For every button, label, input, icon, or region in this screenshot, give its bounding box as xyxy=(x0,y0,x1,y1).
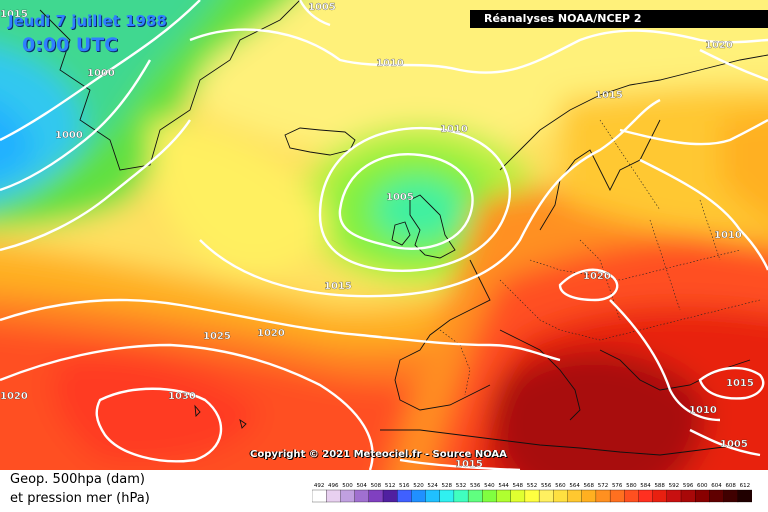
map-time: 0:00 UTC xyxy=(22,34,119,56)
scale-tick-label: 572 xyxy=(598,483,609,489)
scale-swatch xyxy=(652,489,668,503)
scale-tick-label: 512 xyxy=(385,483,396,489)
isobars xyxy=(0,0,768,470)
color-scale: 492 496 500 504 508 512 516 520 524 528 532 536 540 5… xyxy=(312,483,752,503)
scale-swatch xyxy=(411,489,427,503)
scale-swatch xyxy=(425,489,441,503)
scale-tick-label: 600 xyxy=(697,483,708,489)
scale-swatch xyxy=(354,489,370,503)
scale-tick-label: 492 xyxy=(314,483,325,489)
isobar-label: 1015 xyxy=(455,459,483,470)
isobar-label: 1020 xyxy=(257,328,285,339)
scale-swatch xyxy=(397,489,412,503)
legend-title-pressure: et pression mer (hPa) xyxy=(10,491,150,506)
scale-tick-label: 588 xyxy=(654,483,665,489)
isobar-label: 1000 xyxy=(55,130,83,141)
isobar-label: 1005 xyxy=(720,439,748,450)
scale-swatch xyxy=(482,489,497,503)
copyright-notice: Copyright © 2021 Meteociel.fr - Source N… xyxy=(250,449,507,460)
scale-tick-label: 612 xyxy=(740,483,751,489)
isobar-label: 1015 xyxy=(324,281,352,292)
isobar-label: 1015 xyxy=(595,90,623,101)
scale-tick-label: 556 xyxy=(541,483,552,489)
scale-swatch xyxy=(695,489,710,503)
source-banner: Réanalyses NOAA/NCEP 2 xyxy=(470,10,768,28)
scale-tick-label: 568 xyxy=(584,483,595,489)
scale-tick-label: 608 xyxy=(725,483,736,489)
isobar-label: 1020 xyxy=(705,40,733,51)
scale-swatch xyxy=(340,489,356,503)
country-borders xyxy=(439,119,761,396)
geopotential-color-field xyxy=(0,0,768,470)
scale-tick-label: 500 xyxy=(342,483,353,489)
scale-swatch xyxy=(524,489,540,503)
scale-swatch xyxy=(453,489,469,503)
scale-tick-label: 504 xyxy=(356,483,367,489)
scale-tick-label: 548 xyxy=(513,483,524,489)
scale-swatch xyxy=(737,489,752,503)
scale-tick-label: 564 xyxy=(569,483,580,489)
scale-swatch xyxy=(723,489,739,503)
scale-swatch xyxy=(638,489,654,503)
isobar-label: 1020 xyxy=(583,271,611,282)
scale-swatch xyxy=(382,489,398,503)
isobar-label: 1025 xyxy=(203,331,231,342)
scale-swatch xyxy=(496,489,512,503)
scale-swatch xyxy=(326,489,341,503)
scale-tick-label: 540 xyxy=(484,483,495,489)
scale-tick-label: 496 xyxy=(328,483,339,489)
isobar-label: 1015 xyxy=(0,9,28,20)
isobar-label: 1020 xyxy=(0,391,28,402)
scale-swatch xyxy=(581,489,597,503)
isobar-label: 1015 xyxy=(726,378,754,389)
scale-tick-label: 552 xyxy=(527,483,538,489)
scale-tick-label: 596 xyxy=(683,483,694,489)
scale-tick-label: 584 xyxy=(640,483,651,489)
scale-tick-label: 592 xyxy=(669,483,680,489)
scale-swatch xyxy=(567,489,583,503)
scale-swatch xyxy=(467,489,483,503)
scale-swatch xyxy=(709,489,725,503)
scale-swatch xyxy=(510,489,526,503)
scale-swatch xyxy=(553,489,568,503)
scale-tick-label: 580 xyxy=(626,483,637,489)
isobar-label: 1030 xyxy=(168,391,196,402)
scale-swatch xyxy=(439,489,455,503)
isobar-label: 1005 xyxy=(386,192,414,203)
isobar-label: 1010 xyxy=(440,124,468,135)
scale-tick-label: 524 xyxy=(427,483,438,489)
scale-swatch xyxy=(609,489,625,503)
scale-tick-label: 536 xyxy=(470,483,481,489)
scale-tick-label: 528 xyxy=(442,483,453,489)
isobar-label: 1010 xyxy=(689,405,717,416)
isobar-label: 1005 xyxy=(308,2,336,13)
scale-tick-label: 532 xyxy=(456,483,467,489)
isobar-label: 1010 xyxy=(714,230,742,241)
scale-swatch xyxy=(595,489,611,503)
isobar-labels: 1005 1010 1015 1020 1000 1000 1010 1005 … xyxy=(0,2,754,470)
scale-swatch xyxy=(538,489,554,503)
scale-swatch xyxy=(624,489,639,503)
map-date: Jeudi 7 juillet 1988 xyxy=(8,12,167,30)
scale-swatch xyxy=(666,489,682,503)
scale-tick-label: 544 xyxy=(498,483,509,489)
scale-tick-label: 516 xyxy=(399,483,410,489)
geopotential-map: 1005 1010 1015 1020 1000 1000 1010 1005 … xyxy=(0,0,768,470)
scale-tick-label: 560 xyxy=(555,483,566,489)
legend-title-geopotential: Geop. 500hpa (dam) xyxy=(10,472,145,487)
scale-swatch xyxy=(312,489,327,503)
scale-tick-label: 508 xyxy=(371,483,382,489)
scale-tick-label: 604 xyxy=(711,483,722,489)
coastlines xyxy=(39,0,768,456)
scale-tick-label: 576 xyxy=(612,483,623,489)
isobar-label: 1000 xyxy=(87,68,115,79)
scale-swatch xyxy=(368,489,384,503)
isobar-label: 1010 xyxy=(376,58,404,69)
scale-tick-label: 520 xyxy=(413,483,424,489)
scale-swatch xyxy=(680,489,696,503)
